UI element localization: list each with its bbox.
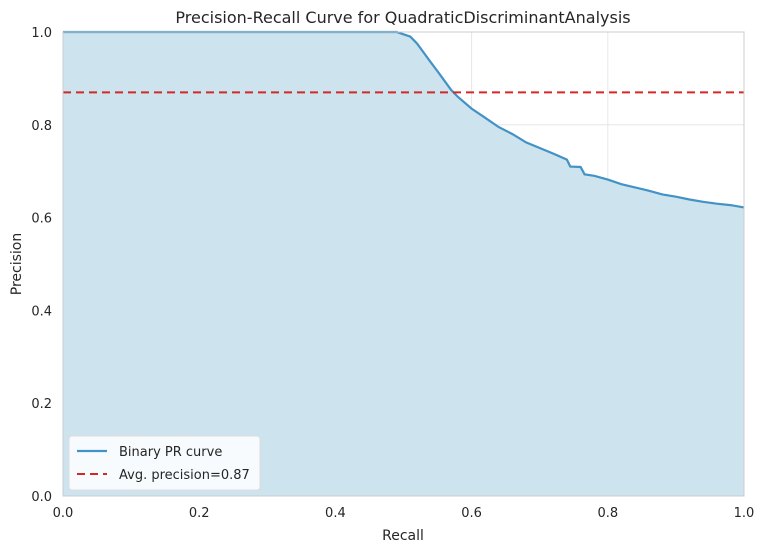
x-tick-label: 0.0 xyxy=(53,506,74,521)
legend-label-avg-precision: Avg. precision=0.87 xyxy=(119,468,250,483)
plot-frame xyxy=(62,31,745,497)
chart-title: Precision-Recall Curve for QuadraticDisc… xyxy=(175,8,630,27)
pr-curve-fill xyxy=(63,32,744,496)
legend-box xyxy=(68,435,261,491)
x-tick-label: 0.4 xyxy=(325,506,346,521)
y-tick-label: 0.6 xyxy=(31,212,52,227)
x-tick-label: 0.2 xyxy=(189,506,210,521)
x-tick-label: 0.8 xyxy=(597,506,618,521)
pr-curve-line xyxy=(63,30,745,209)
x-tick-labels: 0.0 0.2 0.4 0.6 0.8 1.0 xyxy=(53,506,755,521)
y-tick-label: 1.0 xyxy=(31,26,52,41)
y-axis-label: Precision xyxy=(9,233,25,295)
x-axis-label: Recall xyxy=(382,528,424,544)
y-tick-label: 0.8 xyxy=(31,119,52,134)
y-tick-label: 0.4 xyxy=(31,304,52,319)
y-tick-label: 0.0 xyxy=(31,490,52,505)
y-tick-label: 0.2 xyxy=(31,397,52,412)
x-tick-label: 0.6 xyxy=(461,506,482,521)
legend-label-pr-curve: Binary PR curve xyxy=(119,445,222,460)
y-tick-labels: 0.0 0.2 0.4 0.6 0.8 1.0 xyxy=(31,26,52,505)
x-tick-label: 1.0 xyxy=(734,506,755,521)
legend: Binary PR curve Avg. precision=0.87 xyxy=(68,435,261,491)
